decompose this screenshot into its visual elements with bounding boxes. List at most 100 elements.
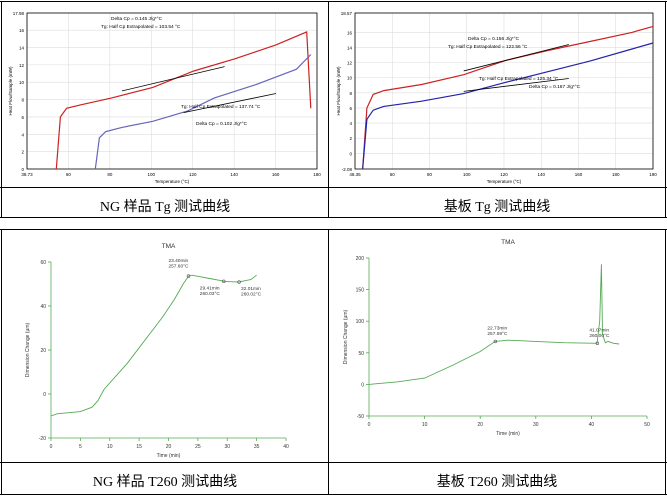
x-tick-label: 120: [189, 172, 197, 177]
y-tick-label: 50: [358, 351, 364, 357]
x-tick-label: 30: [533, 422, 539, 428]
tma-chart-substrate: TMA -50 0 50 100 150 200 0 10 20 30 40 50 Time (min) D…: [343, 239, 650, 437]
y-axis-label: Heat Flow/Sample (mW): [8, 66, 13, 116]
y-tick-label: 12: [19, 63, 25, 68]
x-tick-label: 38.73: [21, 172, 33, 177]
y-tick-label: 200: [356, 256, 365, 262]
y-tick-label: 0: [43, 392, 46, 398]
series-line-1: [55, 31, 312, 170]
x-tick-label: 48.35: [349, 172, 361, 177]
x-tick-label: 180: [313, 172, 321, 177]
x-axis-label: Time (min): [157, 453, 181, 459]
annotation-marker: [595, 341, 600, 346]
table-left-border: [1, 1, 2, 217]
y-tick-label: 16: [19, 28, 25, 33]
y-axis-label: Heat Flow/Sample (mW): [336, 66, 341, 116]
table-center-border: [328, 1, 329, 217]
tangent-line: [121, 66, 225, 92]
annotation-temp: 260.00°C: [589, 333, 610, 339]
y-tick-label: 10: [19, 80, 25, 85]
x-tick-label: 50: [644, 422, 650, 428]
annotation-temp: 260.02°C: [241, 292, 262, 298]
annotation-marker: [237, 280, 241, 284]
table-border-top-2: [0, 229, 667, 230]
x-tick-label: 20: [477, 422, 483, 428]
tangent-line: [463, 78, 569, 92]
y-tick-label: 17.98: [13, 11, 25, 16]
y-tick-label: 14: [347, 46, 353, 51]
x-tick-label: 120: [500, 172, 508, 177]
caption-ng-tg: NG 样品 Tg 测试曲线: [99, 200, 231, 215]
x-tick-label: 10: [107, 444, 113, 450]
x-tick-label: 40: [283, 444, 289, 450]
x-tick-label: 60: [66, 172, 72, 177]
y-tick-label: 2: [349, 136, 352, 141]
y-tick-label: 4: [21, 132, 24, 137]
annotation-text: Delta Cp = 0.145 J/g*°C: [111, 16, 163, 22]
y-tick-label: 18.57: [341, 11, 353, 16]
plot-frame: [354, 12, 654, 170]
y-axis-label: Dimension Change (µm): [25, 323, 31, 378]
y-tick-label: 4: [349, 121, 352, 126]
y-tick-label: 0: [21, 167, 24, 172]
x-tick-label: 180: [612, 172, 620, 177]
table-right-border: [665, 1, 666, 217]
x-tick-label: 30: [224, 444, 230, 450]
y-tick-label: 12: [347, 61, 353, 66]
dsc-chart-substrate: -2.08 0 2 4 6 8 10 12 14 16 18.57 48.35 60 80 100 120 14…: [336, 11, 657, 184]
x-tick-label: 5: [79, 444, 82, 450]
x-tick-label: 140: [230, 172, 238, 177]
table-right-border-2: [665, 229, 666, 494]
tangent-line: [463, 44, 569, 72]
x-axis-label: Temperature (°C): [155, 179, 190, 184]
x-tick-label: 160: [575, 172, 583, 177]
x-axis-label: Temperature (°C): [487, 179, 522, 184]
series-line-1: [50, 274, 257, 417]
x-tick-label: 40: [589, 422, 595, 428]
annotation-temp: 260.03°C: [200, 291, 221, 297]
x-tick-label: 140: [537, 172, 545, 177]
annotation-time: 41.07min: [589, 327, 609, 333]
chart-title: TMA: [501, 239, 515, 246]
annotation-text: Delta Cp = 0.102 J/g*°C: [196, 121, 248, 127]
y-tick-label: 8: [21, 98, 24, 103]
annotation-marker: [186, 274, 191, 278]
tma-chart-ng: TMA -20 0 20 40 60 0 5 10 15 20 25 30 35 40 Time (min) D…: [25, 243, 289, 459]
x-tick-label: 190: [649, 172, 657, 177]
x-tick-label: 15: [136, 444, 142, 450]
caption-ng-t260: NG 样品 T260 测试曲线: [92, 475, 238, 490]
annotation-marker: [493, 339, 498, 344]
table-border-top: [0, 1, 667, 2]
tangent-line: [183, 93, 277, 113]
table-row-divider-2: [0, 462, 667, 463]
y-tick-label: 8: [349, 91, 352, 96]
annotation-text: Tg: Half Cp Extrapolated = 122.56 °C: [448, 44, 528, 50]
table-border-bottom-2: [0, 494, 667, 495]
x-axis-label: Time (min): [496, 431, 520, 437]
annotation-text: Tg: Half Cp Extrapolated = 103.54 °C: [101, 24, 181, 30]
y-tick-label: 6: [21, 115, 24, 120]
series-line-2: [94, 54, 312, 170]
dsc-chart-ng: 0 2 4 6 8 10 12 14 16 17.98 38.73 60 80 100 120 140 160 1…: [8, 11, 321, 184]
y-tick-label: 6: [349, 106, 352, 111]
table-row-divider: [0, 187, 667, 188]
x-tick-label: 20: [166, 444, 172, 450]
y-tick-label: 0: [361, 382, 364, 388]
chart-title: TMA: [162, 243, 176, 250]
annotation-temp: 257.60°C: [168, 264, 189, 270]
table-border-bottom-1: [0, 217, 667, 218]
y-axis-label: Dimension Change (µm): [343, 310, 349, 365]
series-line-1: [362, 25, 654, 169]
y-tick-label: 14: [19, 46, 25, 51]
plot-frame: [26, 12, 318, 170]
y-tick-label: 0: [349, 151, 352, 156]
annotation-text: Tg: Half Cp Extrapolated = 125.34 °C: [479, 76, 559, 82]
x-tick-label: 25: [195, 444, 201, 450]
x-tick-label: 0: [50, 444, 53, 450]
x-tick-label: 0: [368, 422, 371, 428]
series-line-2: [362, 42, 654, 169]
x-tick-label: 80: [107, 172, 113, 177]
x-tick-label: 35: [254, 444, 260, 450]
y-tick-label: 100: [356, 319, 365, 325]
caption-substrate-t260: 基板 T260 测试曲线: [436, 475, 558, 490]
